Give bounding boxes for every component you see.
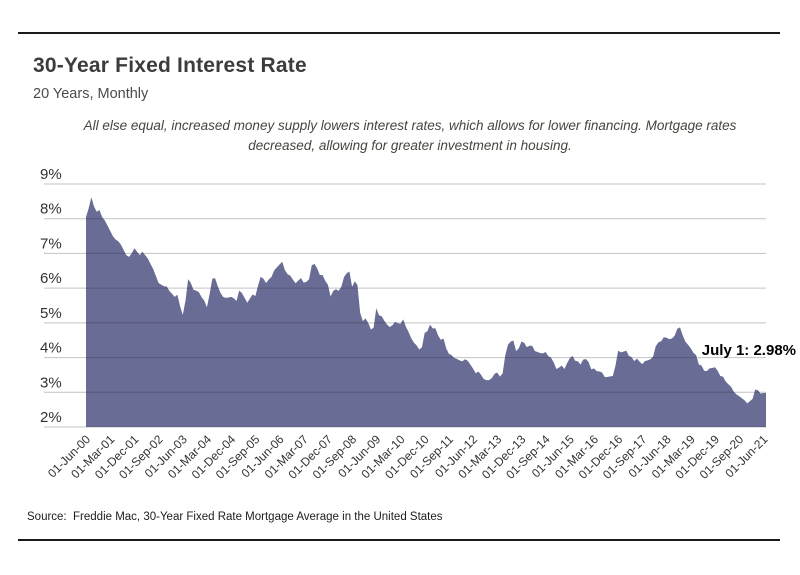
latest-rate-callout: July 1: 2.98% [701,342,796,359]
y-tick-label: 9% [40,166,62,183]
page-subtitle: 20 Years, Monthly [33,86,149,102]
y-tick-label: 8% [40,201,62,218]
chart-annotation-line2: decreased, allowing for greater investme… [248,138,572,153]
chart-annotation: All else equal, increased money supply l… [70,116,750,156]
y-tick-label: 3% [40,374,62,391]
y-tick-label: 4% [40,340,62,357]
y-tick-label: 2% [40,409,62,426]
top-divider-rule [18,32,780,34]
y-tick-label: 6% [40,270,62,287]
y-tick-label: 7% [40,235,62,252]
rate-area-shape [86,197,766,427]
y-tick-label: 5% [40,305,62,322]
source-note: Source: Freddie Mac, 30-Year Fixed Rate … [27,511,443,523]
bottom-divider-rule [18,539,780,541]
page-title: 30-Year Fixed Interest Rate [33,54,307,77]
chart-annotation-line1: All else equal, increased money supply l… [83,118,737,133]
